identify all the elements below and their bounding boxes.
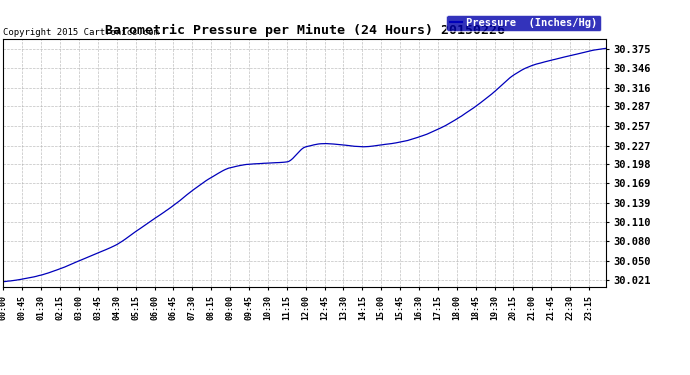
- Text: Copyright 2015 Cartronics.com: Copyright 2015 Cartronics.com: [3, 28, 159, 37]
- Title: Barometric Pressure per Minute (24 Hours) 20150226: Barometric Pressure per Minute (24 Hours…: [105, 24, 504, 37]
- Legend: Pressure  (Inches/Hg): Pressure (Inches/Hg): [446, 15, 600, 31]
